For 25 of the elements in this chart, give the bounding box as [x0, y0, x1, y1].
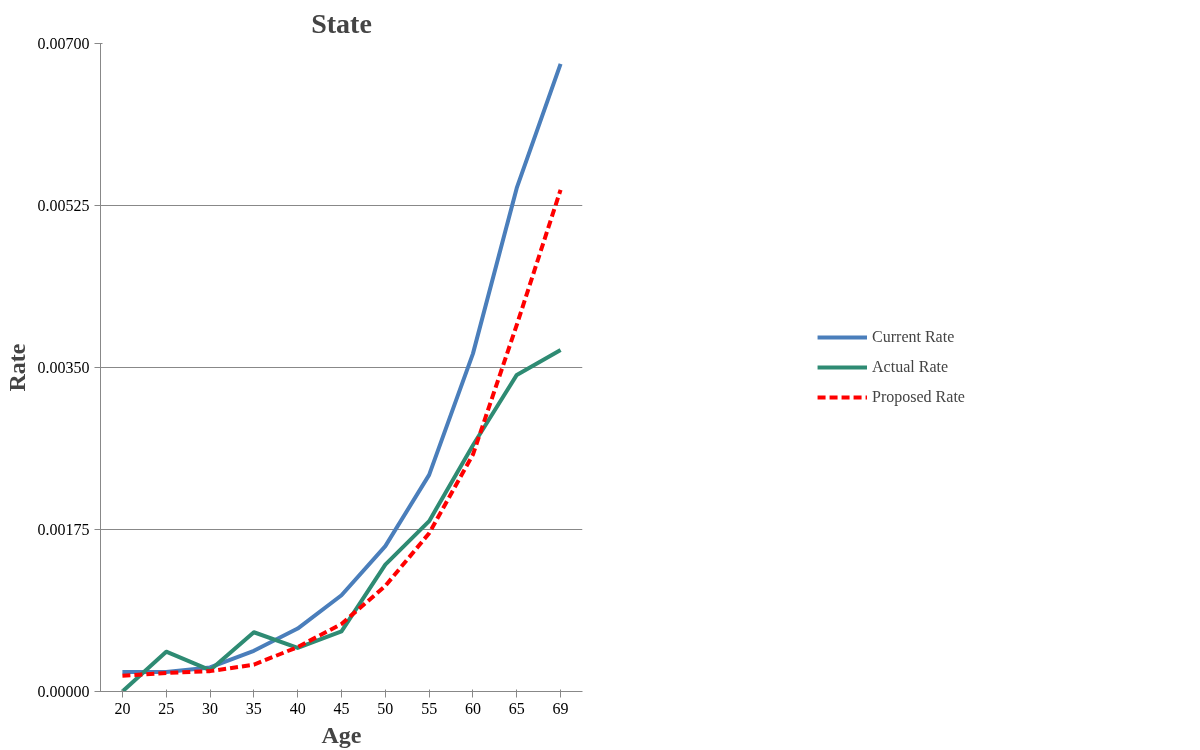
line-series	[120, 187, 563, 678]
line-series	[120, 61, 563, 675]
legend-label: Current Rate	[872, 328, 955, 346]
x-tick-label: 55	[421, 699, 438, 717]
x-tick-label: 40	[289, 699, 306, 717]
legend-label: Proposed Rate	[872, 388, 965, 406]
y-tick-label: 0.00175	[37, 521, 90, 538]
x-axis-title: Age	[321, 721, 362, 748]
x-tick-label: 35	[245, 699, 262, 717]
y-tick-label: 0.00700	[37, 35, 90, 52]
chart-title: State	[311, 7, 372, 39]
y-tick-label: 0.00000	[37, 683, 90, 700]
y-axis-title: Rate	[3, 343, 30, 392]
line-series	[120, 347, 563, 692]
x-tick-label: 50	[377, 699, 394, 717]
x-tick-label: 69	[552, 699, 569, 717]
x-tick-label: 20	[114, 699, 131, 717]
x-tick-label: 65	[508, 699, 525, 717]
x-tick-label: 60	[464, 699, 481, 717]
x-tick-label: 30	[202, 699, 219, 717]
y-tick-label: 0.00350	[37, 359, 90, 376]
legend-label: Actual Rate	[872, 358, 949, 376]
x-tick-label: 25	[158, 699, 175, 717]
x-tick-label: 45	[333, 699, 350, 717]
y-tick-label: 0.00525	[37, 197, 90, 214]
